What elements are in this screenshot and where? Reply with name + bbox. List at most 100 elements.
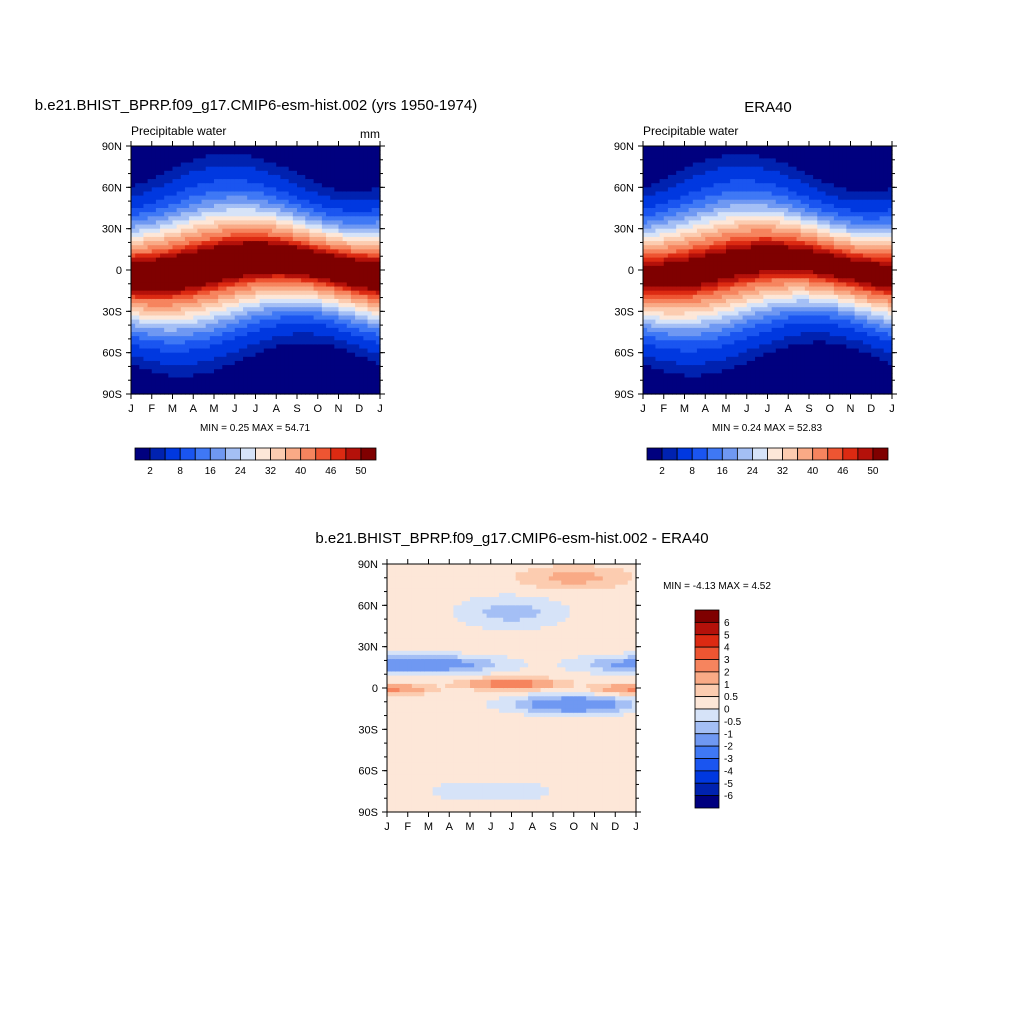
field-cell [350, 203, 356, 209]
field-cell [135, 212, 140, 217]
field-cell [663, 253, 669, 259]
field-cell [230, 146, 236, 151]
field-cell [709, 166, 715, 172]
field-cell [263, 336, 269, 341]
field-cell [276, 170, 281, 176]
field-cell [680, 183, 686, 188]
field-cell [135, 369, 140, 374]
field-cell [326, 282, 331, 288]
field-cell [688, 327, 694, 333]
field-cell [313, 377, 319, 383]
field-cell [172, 162, 178, 168]
field-cell [251, 257, 257, 263]
field-cell [709, 356, 715, 362]
field-cell [663, 236, 669, 242]
field-cell [346, 298, 352, 304]
field-cell [313, 199, 319, 205]
field-cell [326, 212, 331, 217]
field-cell [713, 381, 719, 387]
field-cell [197, 377, 203, 383]
field-cell [234, 327, 240, 333]
field-cell [288, 174, 294, 180]
field-cell [139, 166, 145, 172]
field-cell [647, 183, 652, 188]
field-cell [317, 166, 323, 172]
field-cell [218, 344, 223, 350]
field-cell [280, 154, 286, 159]
field-cell [643, 323, 648, 329]
field-cell [680, 245, 686, 250]
field-cell [655, 319, 661, 325]
field-cell [726, 290, 731, 296]
field-cell [313, 294, 319, 300]
field-cell [292, 360, 298, 366]
field-cell [168, 170, 174, 176]
field-cell [342, 298, 348, 304]
field-cell [180, 261, 186, 267]
field-cell [680, 195, 686, 201]
field-cell [201, 385, 207, 391]
field-cell [234, 344, 240, 350]
field-cell [243, 232, 248, 238]
field-cell [284, 340, 290, 345]
field-cell [676, 195, 681, 201]
field-cell [326, 179, 331, 184]
field-cell [284, 303, 290, 308]
field-cell [243, 154, 248, 159]
field-cell [267, 174, 273, 180]
field-cell [251, 224, 257, 230]
field-cell [676, 253, 681, 259]
field-cell [259, 245, 265, 250]
field-cell [696, 352, 702, 358]
field-cell [164, 191, 169, 197]
field-cell [263, 352, 269, 358]
field-cell [180, 150, 186, 155]
field-cell [172, 203, 178, 209]
field-cell [143, 191, 149, 197]
field-cell [209, 174, 215, 180]
field-cell [313, 311, 319, 317]
field-cell [330, 179, 335, 184]
field-cell [688, 323, 694, 329]
field-cell [676, 385, 681, 391]
field-cell [651, 195, 657, 201]
field-cell [359, 253, 364, 259]
field-cell [321, 298, 327, 304]
field-cell [338, 216, 344, 221]
field-cell [717, 179, 723, 184]
field-cell [263, 253, 269, 259]
field-cell [209, 360, 215, 366]
field-cell [680, 261, 686, 267]
field-cell [222, 303, 228, 308]
field-cell [226, 249, 232, 255]
field-cell [255, 381, 261, 387]
field-cell [667, 307, 673, 312]
field-cell [155, 257, 161, 263]
field-cell [176, 216, 182, 221]
x-tick-label: M [168, 403, 177, 415]
field-cell [301, 344, 306, 350]
field-cell [647, 146, 652, 151]
field-cell [684, 216, 690, 221]
field-cell [135, 319, 140, 325]
field-cell [184, 183, 190, 188]
field-cell [667, 381, 673, 387]
field-cell [243, 286, 248, 292]
field-cell [371, 174, 377, 180]
field-cell [267, 282, 273, 288]
field-cell [659, 323, 665, 329]
field-cell [189, 365, 194, 370]
field-cell [721, 381, 727, 387]
field-cell [143, 274, 149, 279]
field-cell [647, 158, 652, 164]
field-cell [701, 170, 706, 176]
field-cell [276, 290, 281, 296]
field-cell [160, 327, 165, 333]
field-cell [259, 336, 265, 341]
field-cell [297, 389, 302, 395]
field-cell [705, 319, 710, 325]
field-cell [692, 270, 698, 275]
field-cell [313, 245, 319, 250]
field-cell [301, 270, 306, 275]
field-cell [155, 162, 161, 168]
